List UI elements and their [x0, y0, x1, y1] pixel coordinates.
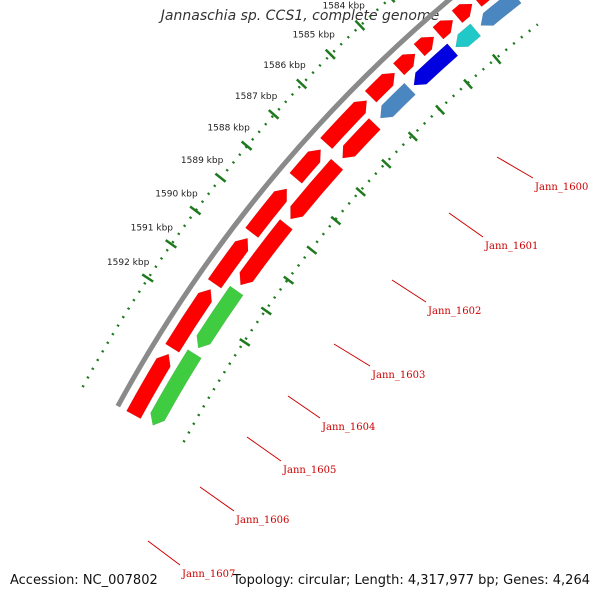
outer-major-tick: [240, 140, 253, 151]
inner-major-tick: [330, 215, 342, 226]
gene-label: Jann_1607: [181, 569, 235, 580]
gene-label: Jann_1601: [484, 241, 538, 252]
forward-gene-arrow: [245, 188, 288, 238]
tick-label: 1592 kbp: [107, 258, 150, 268]
reverse-gene-arrow: [480, 0, 522, 26]
reverse-gene-arrow: [342, 118, 381, 159]
gene-label-leader: [333, 343, 371, 367]
gene-label: Jann_1605: [282, 465, 336, 476]
tick-label: 1585 kbp: [292, 31, 335, 41]
gene-label: Jann_1604: [321, 422, 375, 433]
reverse-gene-arrow: [150, 349, 202, 426]
tick-label: 1591 kbp: [131, 223, 174, 233]
gene-label: Jann_1602: [427, 306, 481, 317]
forward-gene-arrow: [432, 20, 454, 40]
forward-gene-arrow: [413, 36, 435, 57]
outer-major-tick: [324, 48, 336, 60]
gene-label-leader: [391, 279, 427, 303]
tick-label: 1590 kbp: [155, 189, 198, 199]
gene-label-leader: [246, 436, 282, 462]
reverse-gene-arrow: [290, 158, 344, 220]
genome-backbone: [115, 0, 453, 408]
tick-label: 1589 kbp: [181, 156, 224, 166]
gene-label-leader: [147, 540, 181, 566]
reverse-gene-arrow: [413, 43, 459, 86]
forward-gene-arrow: [319, 100, 368, 150]
forward-gene-arrow: [126, 353, 171, 419]
forward-gene-arrow: [475, 0, 490, 8]
map-title: Jannaschia sp. CCS1, complete genome: [160, 8, 440, 24]
gene-label: Jann_1606: [235, 515, 289, 526]
inner-major-tick: [491, 53, 502, 65]
reverse-gene-arrow: [239, 219, 293, 286]
accession-text: Accession: NC_007802: [10, 573, 158, 588]
tick-label: 1588 kbp: [207, 124, 250, 134]
gene-label-leader: [199, 486, 235, 512]
reverse-gene-arrow: [455, 23, 482, 48]
outer-major-tick: [189, 205, 202, 216]
outer-major-tick: [214, 172, 227, 183]
topology-text: Topology: circular; Length: 4,317,977 bp…: [232, 573, 590, 588]
forward-gene-arrow: [207, 237, 249, 289]
inner-tick-ring: [182, 23, 539, 443]
inner-major-tick: [306, 245, 318, 255]
forward-gene-arrow: [289, 149, 321, 184]
forward-gene-arrow: [364, 72, 395, 103]
forward-gene-arrow: [392, 53, 416, 76]
forward-gene-arrow: [165, 289, 212, 353]
inner-major-tick: [463, 78, 473, 90]
inner-major-tick: [355, 186, 367, 197]
forward-gene-arrow: [451, 3, 473, 24]
gene-label: Jann_1603: [371, 370, 425, 381]
gene-label-leader: [448, 212, 484, 238]
outer-major-tick: [141, 273, 154, 283]
inner-major-tick: [407, 131, 418, 142]
gene-label-leader: [287, 395, 321, 419]
inner-major-tick: [435, 104, 446, 116]
outer-major-tick: [390, 0, 396, 4]
inner-major-tick: [239, 338, 251, 347]
inner-major-tick: [260, 306, 272, 316]
inner-major-tick: [381, 158, 392, 169]
tick-label: 1587 kbp: [235, 92, 278, 102]
outer-major-tick: [354, 19, 366, 31]
outer-major-tick: [267, 109, 280, 120]
tick-label: 1584 kbp: [322, 1, 365, 11]
gene-label: Jann_1600: [534, 182, 588, 193]
tick-label: 1586 kbp: [263, 61, 306, 71]
inner-major-tick: [283, 275, 295, 285]
outer-major-tick: [164, 239, 178, 249]
outer-major-tick: [295, 78, 308, 90]
reverse-gene-arrow: [380, 82, 416, 119]
reverse-gene-arrow: [196, 285, 244, 349]
gene-label-leader: [496, 156, 534, 179]
